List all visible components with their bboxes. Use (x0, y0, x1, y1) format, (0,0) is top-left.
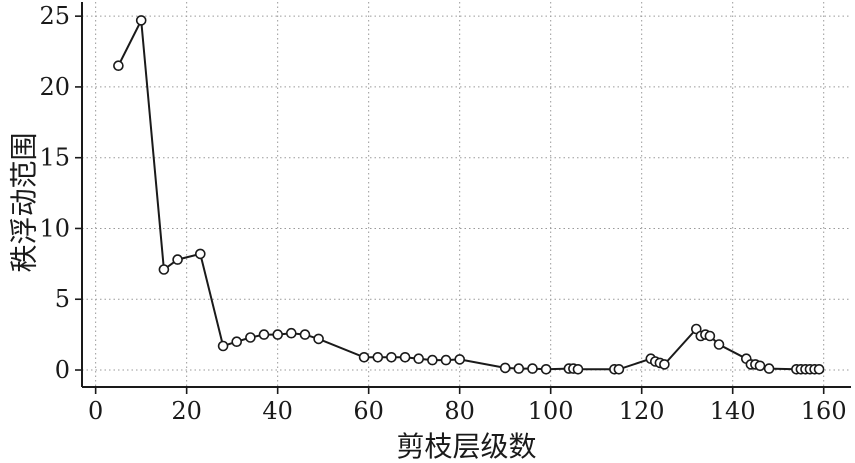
x-tick-label: 100 (528, 397, 574, 425)
x-tick-label: 120 (619, 397, 665, 425)
data-point (217, 340, 229, 352)
data-point (540, 363, 552, 375)
data-point (113, 60, 124, 71)
x-tick-label: 20 (171, 397, 202, 425)
x-axis-title: 剪枝层级数 (396, 430, 536, 463)
y-tick-label: 15 (39, 144, 70, 172)
data-point (763, 363, 775, 374)
axes (81, 2, 851, 388)
grid-lines (82, 2, 851, 387)
data-point (704, 330, 716, 342)
data-point (399, 351, 411, 363)
data-point (231, 336, 242, 348)
x-tick-label: 40 (262, 397, 293, 425)
data-point (245, 332, 256, 343)
data-point (413, 353, 425, 365)
data-point (440, 354, 452, 366)
y-tick-label: 10 (39, 214, 70, 242)
data-point (299, 329, 311, 340)
data-point (172, 254, 183, 265)
data-point (313, 333, 324, 345)
data-point (258, 329, 270, 340)
data-point (135, 15, 147, 26)
x-tick-label: 80 (444, 397, 475, 425)
data-point (499, 362, 511, 374)
data-point (659, 359, 670, 370)
data-point (527, 363, 538, 374)
data-point (813, 363, 825, 375)
x-tick-label: 0 (88, 397, 103, 425)
data-point (386, 351, 397, 363)
data-point (372, 351, 384, 363)
x-tick-label: 160 (801, 397, 847, 425)
y-tick-label: 0 (55, 356, 70, 384)
x-tick-label: 140 (710, 397, 756, 425)
y-tick-label: 5 (55, 285, 70, 313)
x-tick-label: 60 (353, 397, 384, 425)
data-point (513, 363, 525, 374)
y-axis-title: 秩浮动范围 (8, 132, 41, 272)
series (113, 15, 825, 375)
series-line (117, 16, 820, 371)
y-tick-label: 20 (39, 73, 70, 101)
data-point (272, 329, 284, 340)
data-point (427, 354, 438, 366)
axis-ticks: 0 20 40 60 80 100 120 140 160 0 5 10 15 20 25 (39, 2, 846, 425)
data-point (195, 248, 206, 260)
data-point (613, 363, 625, 375)
data-point (572, 363, 584, 375)
data-point (754, 360, 766, 372)
data-point (358, 351, 370, 363)
data-point (454, 354, 466, 365)
data-point (158, 264, 170, 275)
y-tick-label: 25 (39, 2, 70, 30)
data-point (285, 327, 297, 339)
data-point (713, 339, 725, 350)
